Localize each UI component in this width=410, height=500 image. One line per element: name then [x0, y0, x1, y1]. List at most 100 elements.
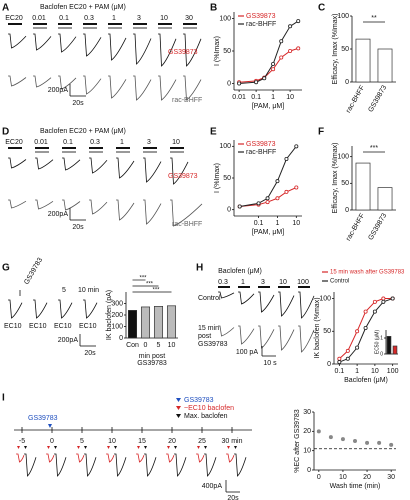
trace — [58, 299, 73, 319]
data-point — [288, 49, 293, 54]
trace — [114, 453, 127, 477]
drug-label: GS39783 — [23, 257, 44, 286]
trace — [116, 157, 135, 179]
data-point — [294, 185, 299, 190]
concentration-label: 3 — [147, 139, 151, 146]
marker — [167, 446, 170, 449]
legend-label: Max. baclofen — [184, 413, 228, 420]
trace — [33, 33, 52, 51]
series-line — [239, 146, 297, 207]
x-tick-label: rac-BHFF — [345, 84, 366, 114]
trace — [35, 157, 54, 170]
x-axis-label: Wash time (min) — [330, 483, 381, 490]
data-point — [337, 360, 342, 365]
x-tick-label: 0.1 — [334, 368, 344, 375]
y-tick-label: 300 — [111, 300, 123, 307]
series-line — [239, 47, 299, 83]
marker — [54, 446, 57, 449]
data-point — [237, 81, 242, 86]
data-point — [345, 348, 350, 353]
legend-marker — [176, 414, 181, 418]
panel-title: Baclofen EC20 + PAM (μM) — [40, 128, 126, 135]
data-point — [372, 309, 377, 314]
trace — [204, 453, 217, 477]
trace — [8, 199, 27, 209]
panel-letter: G — [2, 263, 10, 274]
trace — [8, 157, 27, 169]
x-tick-label: 0 — [144, 342, 148, 349]
timeline-label: 5 — [80, 438, 84, 445]
significance: *** — [146, 282, 154, 288]
marker — [84, 446, 87, 449]
concentration-label: 1 — [120, 139, 124, 146]
x-tick-label: 100 — [387, 368, 399, 375]
y-axis-label: I (%Imax) — [214, 36, 221, 66]
concentration-label: 10 — [279, 279, 287, 286]
scale-label: 200pA — [58, 337, 79, 344]
trace-label: rac-BHFF — [172, 97, 202, 104]
panel-letter: B — [210, 3, 217, 14]
data-point — [390, 296, 395, 301]
y-axis-label: %EC after GS39783 — [294, 409, 301, 473]
trace — [170, 157, 189, 185]
data-point — [337, 356, 342, 361]
significance: *** — [370, 145, 378, 152]
trace — [58, 33, 77, 53]
y-tick-label: 50 — [341, 46, 349, 53]
concentration-label: EC20 — [5, 15, 23, 22]
row-label: Control — [198, 295, 221, 302]
legend-label: GS39783 — [184, 397, 214, 404]
trace — [58, 75, 77, 90]
legend-label: Control — [330, 279, 349, 285]
y-tick-label: 1 — [380, 335, 383, 341]
data-point — [271, 67, 276, 72]
data-point — [389, 442, 394, 447]
y-tick-label: 0 — [227, 207, 231, 214]
trace — [54, 453, 67, 477]
x-tick-label: 1 — [271, 94, 275, 101]
data-point — [296, 19, 301, 24]
data-point — [328, 435, 333, 440]
x-tick-label: 10 — [286, 94, 294, 101]
timeline-label: 20 — [168, 438, 176, 445]
marker — [114, 446, 117, 449]
concentration-label: 1 — [241, 279, 245, 286]
y-tick-label: 20 — [303, 428, 311, 435]
trace — [133, 33, 152, 65]
marker — [77, 446, 80, 449]
concentration-label: 0.01 — [34, 139, 48, 146]
y-axis-label: EC50 (μM) — [374, 330, 380, 355]
marker — [17, 446, 20, 449]
panel-letter: I — [2, 393, 5, 404]
x-tick-label: 0.1 — [254, 220, 264, 227]
scale-label: 100 pA — [236, 349, 259, 356]
x-tick-label: 0.1 — [251, 94, 261, 101]
trace — [218, 291, 235, 299]
trace — [218, 325, 235, 337]
trace — [133, 75, 152, 101]
legend-label: rac-BHFF — [246, 149, 276, 156]
data-point — [284, 189, 289, 194]
trace — [278, 325, 295, 351]
bar — [153, 306, 164, 339]
x-tick-label: 10 — [339, 474, 347, 481]
x-tick-label: 10 — [168, 342, 176, 349]
timeline-label: 30 min — [221, 438, 242, 445]
row-label: GS39783 — [198, 341, 228, 348]
data-point — [377, 440, 382, 445]
marker — [227, 446, 230, 449]
trace — [136, 453, 145, 463]
y-tick-label: 100 — [219, 15, 231, 22]
x-tick-label: 10 — [292, 220, 300, 227]
panel-letter: H — [196, 263, 203, 274]
data-point — [353, 439, 357, 443]
data-point — [279, 39, 284, 44]
y-tick-label: 0 — [119, 335, 123, 342]
concentration-label: 0.1 — [63, 139, 73, 146]
concentration-label: 3 — [137, 15, 141, 22]
data-point — [284, 156, 289, 161]
x-tick-label: Con — [126, 342, 139, 349]
marker — [204, 446, 207, 449]
bar — [166, 305, 177, 339]
condition-label: EC10 — [29, 323, 47, 330]
